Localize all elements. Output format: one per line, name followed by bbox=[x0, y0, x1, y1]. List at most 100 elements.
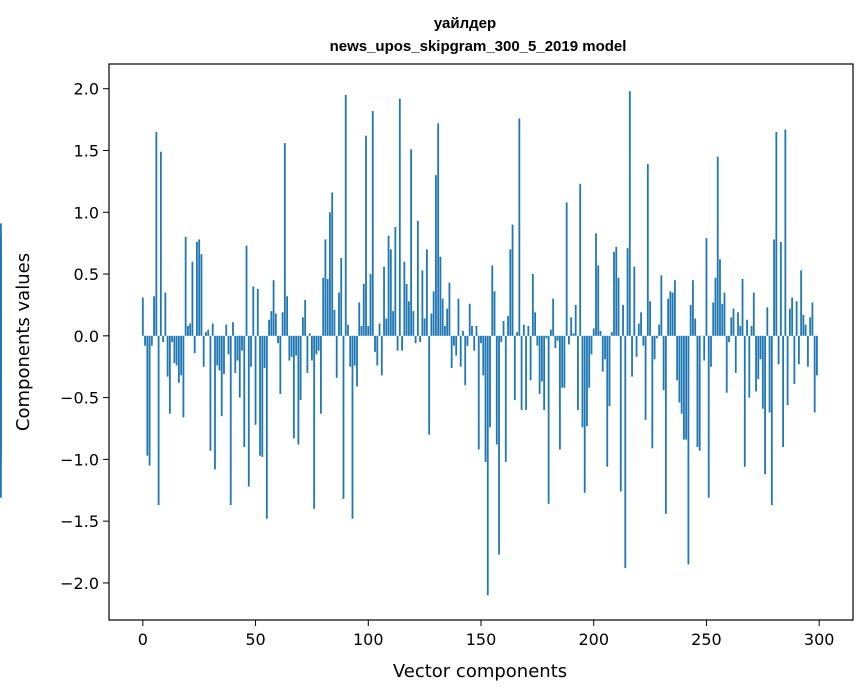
bar bbox=[441, 298, 444, 336]
bar bbox=[304, 299, 307, 336]
bar bbox=[604, 335, 606, 360]
bar bbox=[227, 335, 230, 355]
bar bbox=[734, 335, 737, 373]
bar bbox=[367, 325, 370, 336]
bar bbox=[547, 335, 550, 504]
bar bbox=[216, 335, 219, 366]
bar bbox=[421, 270, 424, 336]
bar bbox=[732, 308, 735, 336]
bar bbox=[236, 335, 239, 361]
bar bbox=[245, 245, 248, 336]
bar bbox=[471, 325, 473, 336]
bar bbox=[750, 325, 753, 336]
bar bbox=[218, 335, 221, 371]
bar bbox=[660, 275, 663, 336]
bar bbox=[577, 335, 579, 410]
bar bbox=[574, 304, 577, 336]
bar bbox=[432, 291, 435, 336]
bar bbox=[502, 321, 505, 336]
bar bbox=[673, 280, 676, 336]
bar bbox=[743, 335, 746, 467]
bar bbox=[513, 335, 516, 401]
bar bbox=[525, 335, 527, 410]
bar bbox=[396, 335, 399, 351]
bar bbox=[155, 131, 158, 336]
bar bbox=[200, 254, 203, 336]
bar bbox=[362, 283, 365, 336]
bar bbox=[414, 335, 417, 344]
bar bbox=[229, 335, 232, 506]
bar bbox=[191, 261, 194, 336]
bar bbox=[141, 297, 144, 336]
bar bbox=[351, 335, 354, 519]
bar bbox=[797, 335, 800, 365]
bar bbox=[455, 335, 458, 356]
bar bbox=[626, 248, 629, 336]
bar bbox=[209, 335, 212, 451]
bar bbox=[315, 335, 318, 355]
bar bbox=[326, 278, 329, 336]
bar bbox=[540, 335, 543, 382]
bar bbox=[635, 335, 638, 357]
bar bbox=[531, 274, 534, 336]
y-axis-ticks: −2.0 −1.5 −1.0 −0.5 0.0 0.5 1.0 1.5 2.0 bbox=[60, 80, 109, 593]
bar bbox=[716, 156, 719, 336]
bar bbox=[437, 123, 440, 336]
bar bbox=[646, 164, 649, 336]
y-tick-label: 0.5 bbox=[74, 265, 99, 284]
bar bbox=[347, 324, 349, 336]
y-tick-label: −2.0 bbox=[60, 574, 99, 593]
bar bbox=[590, 335, 593, 355]
bar bbox=[561, 335, 564, 388]
bar bbox=[252, 286, 255, 336]
bar bbox=[653, 335, 656, 360]
bar bbox=[403, 261, 406, 336]
bar bbox=[813, 335, 816, 413]
bar bbox=[223, 335, 225, 375]
bar bbox=[495, 335, 498, 445]
bar bbox=[265, 335, 268, 519]
bar bbox=[482, 335, 485, 376]
bar bbox=[705, 238, 708, 336]
bar bbox=[511, 224, 514, 336]
bar bbox=[694, 318, 697, 336]
bar bbox=[599, 330, 602, 336]
bar bbox=[261, 335, 264, 457]
bar bbox=[301, 317, 304, 336]
chart-subtitle: news_upos_skipgram_300_5_2019 model bbox=[330, 38, 627, 55]
bar bbox=[292, 335, 295, 439]
bar bbox=[211, 323, 214, 336]
bar bbox=[290, 335, 293, 357]
bar bbox=[317, 335, 320, 351]
bar bbox=[678, 335, 681, 403]
bar bbox=[642, 335, 645, 346]
bar bbox=[549, 329, 552, 336]
bar bbox=[412, 311, 415, 336]
bar bbox=[184, 236, 187, 336]
bar bbox=[268, 319, 270, 336]
bar bbox=[534, 312, 537, 336]
bar bbox=[816, 335, 818, 376]
bar bbox=[773, 239, 775, 336]
bar bbox=[450, 335, 453, 368]
bar bbox=[313, 335, 316, 509]
bar bbox=[622, 304, 624, 336]
bar bbox=[205, 332, 207, 336]
bar bbox=[286, 296, 289, 336]
bar bbox=[349, 335, 352, 367]
bar bbox=[683, 335, 685, 440]
bar bbox=[516, 332, 518, 336]
bar bbox=[157, 335, 160, 506]
bar bbox=[459, 335, 462, 367]
bar bbox=[728, 335, 730, 342]
bar bbox=[232, 322, 234, 336]
bar bbox=[545, 335, 548, 339]
bar bbox=[299, 335, 302, 401]
x-tick-label: 150 bbox=[466, 630, 497, 649]
bar bbox=[439, 256, 442, 336]
bar bbox=[288, 335, 291, 361]
bar bbox=[644, 335, 647, 420]
bar bbox=[254, 335, 257, 425]
bar bbox=[453, 335, 455, 346]
